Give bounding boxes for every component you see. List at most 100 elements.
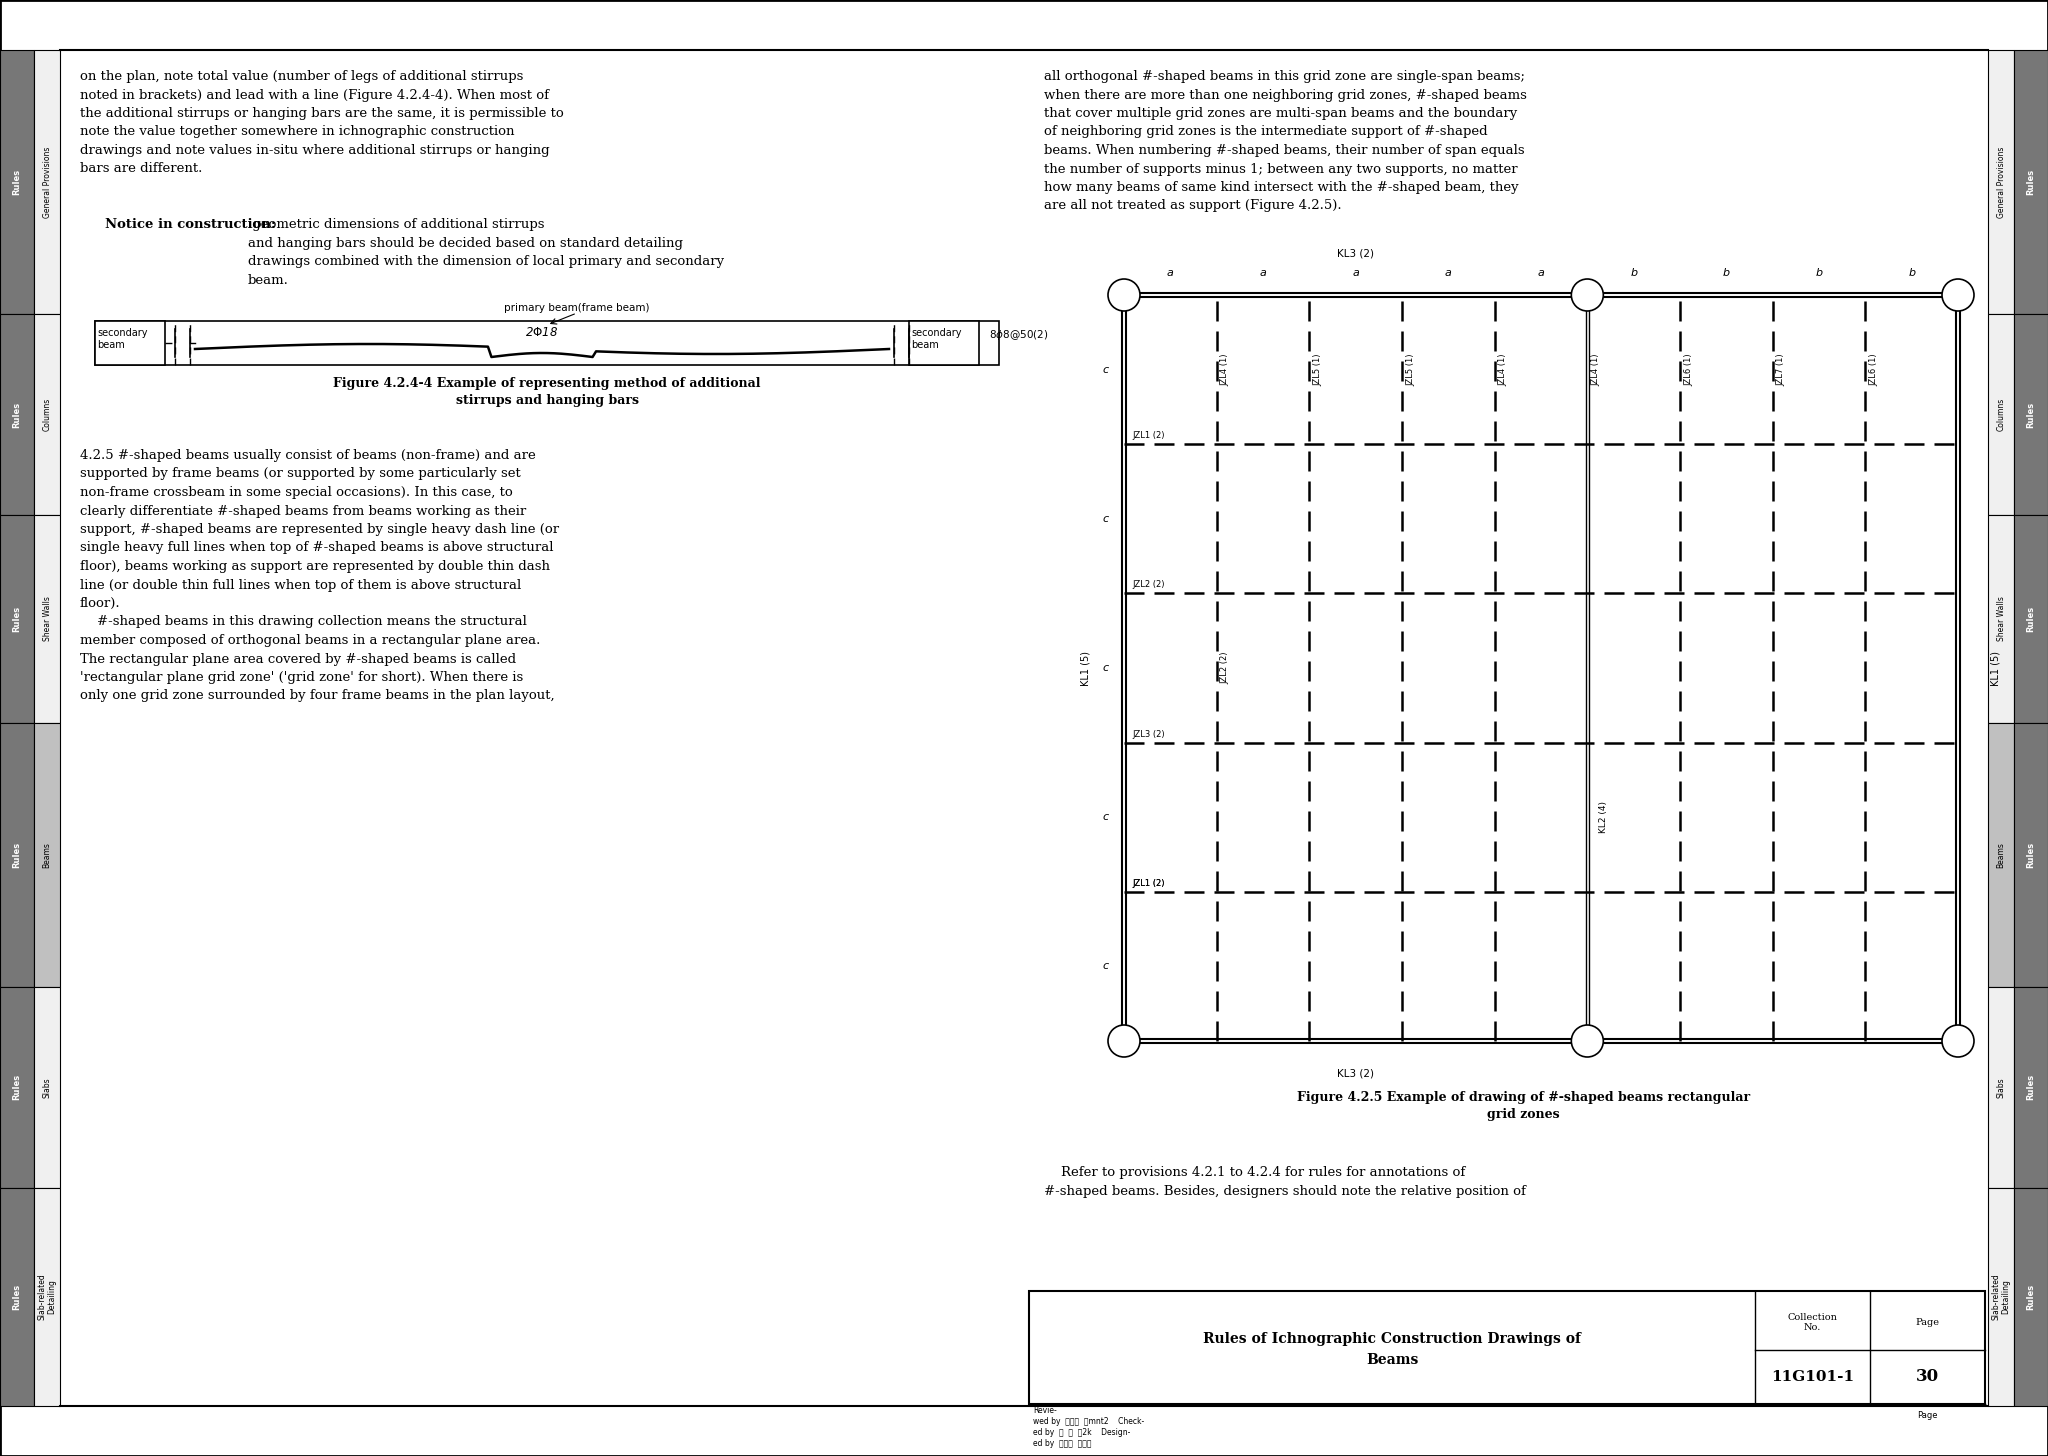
- Text: Page: Page: [1915, 1318, 1939, 1326]
- Text: JZL1 (2): JZL1 (2): [1133, 431, 1165, 440]
- Text: Rules: Rules: [2028, 169, 2036, 195]
- Text: Beams: Beams: [1997, 842, 2005, 868]
- Bar: [2013, 987, 2048, 1188]
- Text: General Provisions: General Provisions: [1997, 147, 2005, 218]
- Text: a: a: [1446, 268, 1452, 278]
- Bar: [2013, 50, 2048, 314]
- Text: 4.2.5 #-shaped beams usually consist of beams (non-frame) and are
supported by f: 4.2.5 #-shaped beams usually consist of …: [80, 448, 559, 702]
- Bar: [35, 515, 59, 722]
- Text: Rules: Rules: [12, 402, 20, 428]
- Text: KL2 (4): KL2 (4): [1599, 801, 1608, 833]
- Text: c: c: [1104, 662, 1110, 673]
- Text: Rules: Rules: [12, 1075, 20, 1101]
- Text: JZL6 (1): JZL6 (1): [1683, 354, 1694, 386]
- Text: Rules: Rules: [2028, 1075, 2036, 1101]
- Text: Shear Walls: Shear Walls: [43, 597, 51, 641]
- Text: b: b: [1909, 268, 1915, 278]
- Text: JZL1 (2): JZL1 (2): [1133, 879, 1165, 888]
- Text: Beams: Beams: [1366, 1353, 1417, 1367]
- Text: Rules: Rules: [12, 842, 20, 868]
- Bar: [0, 50, 35, 314]
- Text: a: a: [1260, 268, 1266, 278]
- Text: General Provisions: General Provisions: [43, 147, 51, 218]
- Text: Rules: Rules: [12, 1284, 20, 1310]
- Text: JZL4 (1): JZL4 (1): [1221, 354, 1229, 386]
- Bar: [94, 320, 999, 365]
- Text: secondary
beam: secondary beam: [96, 328, 147, 349]
- Text: JZL4 (1): JZL4 (1): [1499, 354, 1507, 386]
- Bar: [2013, 515, 2048, 722]
- Text: a: a: [1538, 268, 1544, 278]
- Text: KL3 (2): KL3 (2): [1337, 248, 1374, 258]
- Bar: [1028, 1291, 1985, 1404]
- Bar: [35, 314, 59, 515]
- Text: a: a: [1352, 268, 1360, 278]
- Text: KL1 (5): KL1 (5): [1081, 651, 1092, 686]
- Bar: [0, 987, 35, 1188]
- Text: all orthogonal #-shaped beams in this grid zone are single-span beams;
when ther: all orthogonal #-shaped beams in this gr…: [1044, 70, 1528, 213]
- Bar: [35, 987, 59, 1188]
- Text: Rules of Ichnographic Construction Drawings of: Rules of Ichnographic Construction Drawi…: [1202, 1332, 1581, 1347]
- Text: Figure 4.2.4-4 Example of representing method of additional
stirrups and hanging: Figure 4.2.4-4 Example of representing m…: [334, 377, 760, 408]
- Text: secondary
beam: secondary beam: [911, 328, 961, 349]
- Text: Slab-related
Detailing: Slab-related Detailing: [37, 1274, 57, 1321]
- Text: Rules: Rules: [2028, 402, 2036, 428]
- Text: on the plan, note total value (number of legs of additional stirrups
noted in br: on the plan, note total value (number of…: [80, 70, 563, 176]
- Circle shape: [1108, 280, 1141, 312]
- Text: geometric dimensions of additional stirrups
and hanging bars should be decided b: geometric dimensions of additional stirr…: [248, 218, 725, 287]
- Circle shape: [1571, 1025, 1604, 1057]
- Text: Slab-related
Detailing: Slab-related Detailing: [1991, 1274, 2011, 1321]
- Bar: [1989, 515, 2013, 722]
- Bar: [2013, 314, 2048, 515]
- Bar: [1989, 1188, 2013, 1406]
- Circle shape: [1571, 280, 1604, 312]
- Text: JZL2 (2): JZL2 (2): [1133, 581, 1165, 590]
- Text: JZL1 (2): JZL1 (2): [1133, 879, 1165, 888]
- Text: primary beam(frame beam): primary beam(frame beam): [504, 303, 649, 313]
- Text: c: c: [1104, 812, 1110, 823]
- Bar: [0, 515, 35, 722]
- Text: Rules: Rules: [2028, 842, 2036, 868]
- Text: Rules: Rules: [2028, 1284, 2036, 1310]
- Text: b: b: [1630, 268, 1636, 278]
- Text: Page: Page: [1917, 1411, 1937, 1420]
- Text: Slabs: Slabs: [43, 1077, 51, 1098]
- Text: Collection
No.: Collection No.: [1788, 1313, 1837, 1332]
- Text: KL3 (2): KL3 (2): [1337, 1069, 1374, 1077]
- Text: JZL5 (1): JZL5 (1): [1407, 354, 1415, 386]
- Text: Revie-
wed by  郁银泉  招mnt2    Check-
ed by  刘  敏  刘2k    Design-
ed by  高志强  牛主诶: Revie- wed by 郁银泉 招mnt2 Check- ed by 刘 敏…: [1032, 1406, 1145, 1449]
- Text: c: c: [1104, 514, 1110, 524]
- Bar: [1989, 987, 2013, 1188]
- Text: Columns: Columns: [43, 397, 51, 431]
- Text: b: b: [1815, 268, 1823, 278]
- Bar: [1989, 50, 2013, 314]
- Circle shape: [1108, 1025, 1141, 1057]
- Bar: [0, 722, 35, 987]
- Bar: [35, 722, 59, 987]
- Text: Notice in construction:: Notice in construction:: [104, 218, 276, 232]
- Text: Refer to provisions 4.2.1 to 4.2.4 for rules for annotations of
#-shaped beams. : Refer to provisions 4.2.1 to 4.2.4 for r…: [1044, 1166, 1526, 1197]
- Text: c: c: [1104, 961, 1110, 971]
- Text: Figure 4.2.5 Example of drawing of #-shaped beams rectangular
grid zones: Figure 4.2.5 Example of drawing of #-sha…: [1296, 1091, 1751, 1121]
- Bar: [0, 314, 35, 515]
- Text: JZL5 (1): JZL5 (1): [1313, 354, 1323, 386]
- Text: Shear Walls: Shear Walls: [1997, 597, 2005, 641]
- Bar: [909, 320, 979, 365]
- Bar: [2013, 722, 2048, 987]
- Bar: [0, 1188, 35, 1406]
- Text: c: c: [1104, 364, 1110, 374]
- Circle shape: [1942, 1025, 1974, 1057]
- Text: JZL3 (2): JZL3 (2): [1133, 729, 1165, 738]
- Bar: [2013, 1188, 2048, 1406]
- Circle shape: [1942, 280, 1974, 312]
- Text: 2$\Phi$18: 2$\Phi$18: [526, 326, 559, 339]
- Bar: [94, 320, 166, 365]
- Text: a: a: [1167, 268, 1174, 278]
- Text: Columns: Columns: [1997, 397, 2005, 431]
- Text: JZL4 (1): JZL4 (1): [1591, 354, 1599, 386]
- Bar: [1989, 314, 2013, 515]
- Text: 11G101-1: 11G101-1: [1772, 1370, 1853, 1383]
- Text: Slabs: Slabs: [1997, 1077, 2005, 1098]
- Text: JZL6 (1): JZL6 (1): [1870, 354, 1878, 386]
- Text: Rules: Rules: [12, 606, 20, 632]
